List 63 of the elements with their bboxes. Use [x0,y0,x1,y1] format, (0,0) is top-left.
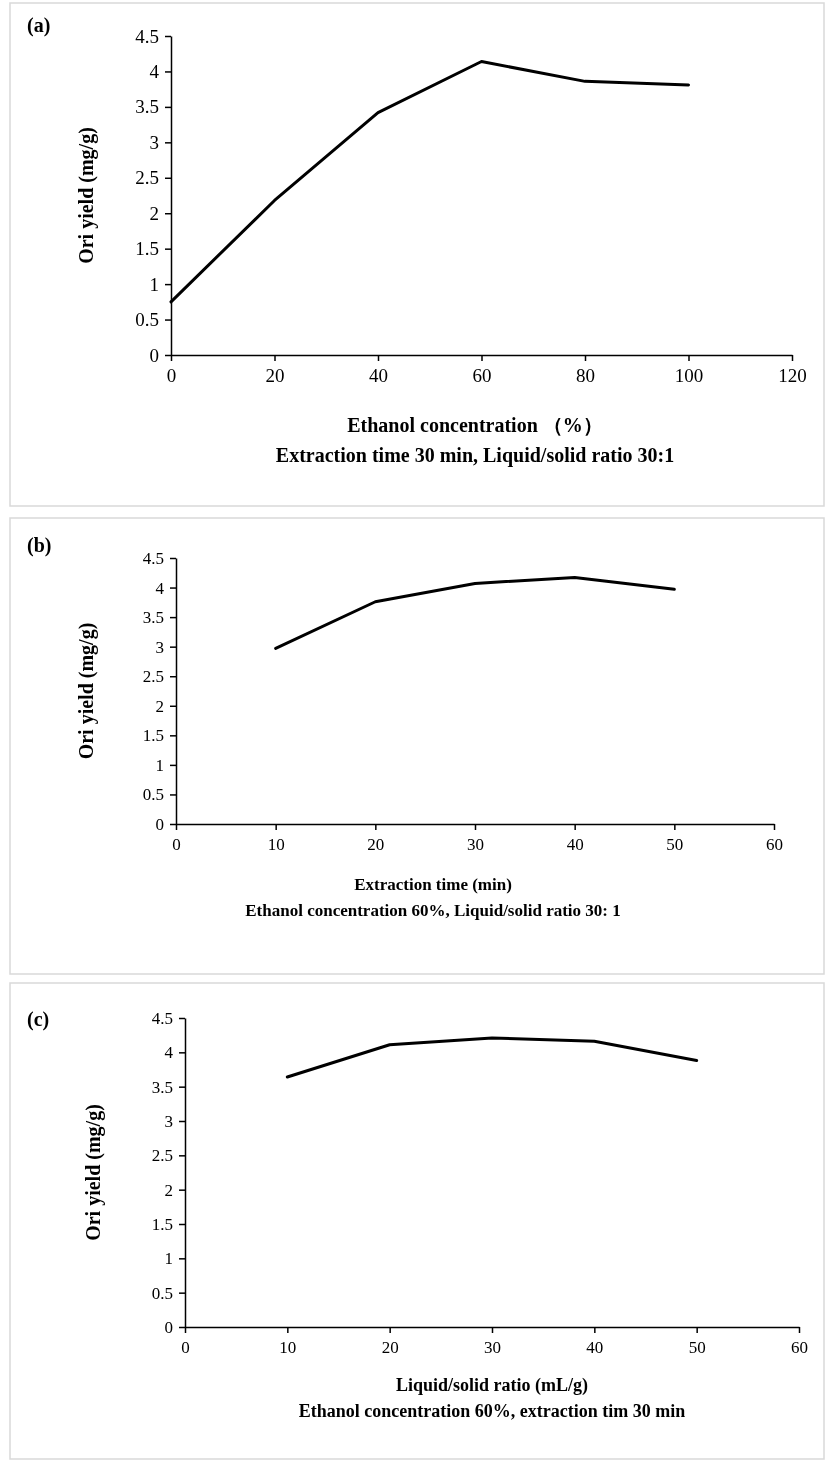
x-axis-title: Extraction time (min) [354,875,512,894]
y-tick-label: 2 [149,202,159,224]
y-tick-label: 1 [149,273,159,295]
y-tick-label: 3 [149,131,159,153]
x-tick-label: 10 [267,835,285,855]
x-tick-label: 20 [265,365,285,387]
y-tick-label: 2.5 [142,667,164,687]
y-tick-label: 0 [164,1317,173,1337]
chart-title: (b) [27,534,52,557]
text: Extraction time 30 min, Liquid/solid ratio 30:1 [275,444,675,467]
y-tick-label: 1 [155,755,164,775]
y-tick-label: 4.5 [142,548,164,568]
x-tick-label: 50 [666,835,684,855]
x-tick-label: 30 [467,835,484,855]
y-axis-title: Ori yield (mg/g) [82,1104,105,1241]
y-axis-title: Ori yield (mg/g) [75,622,98,760]
y-tick-label: 1.5 [151,1214,173,1234]
y-axis-title: Ori yield (mg/g) [75,127,98,264]
x-tick-label: 100 [674,365,704,387]
y-tick-label: 1 [164,1249,173,1269]
x-tick-label: 60 [472,365,492,387]
x-tick-label: 120 [778,365,807,387]
y-tick-label: 1.5 [142,726,164,746]
y-tick-label: 2 [155,696,164,716]
y-tick-label: 2.5 [151,1146,173,1166]
line-series [285,1036,699,1079]
y-tick-label: 1.5 [135,238,159,260]
x-tick-label: 30 [484,1338,501,1358]
x-tick-label: 20 [381,1338,399,1358]
y-tick-label: 3 [155,637,164,657]
y-tick-label: 3.5 [135,96,159,118]
x-tick-label: 20 [367,835,385,855]
x-axis-title: Liquid/solid ratio (mL/g) [395,1375,589,1396]
y-tick-label: 0.5 [135,309,159,331]
y-tick-label: 4 [164,1043,174,1063]
x-tick-label: 40 [586,1338,604,1358]
y-tick-label: 0 [155,814,164,834]
y-tick-label: 3 [164,1111,173,1131]
y-tick-label: 2.5 [135,167,159,189]
y-tick-label: 0.5 [151,1283,173,1303]
line-series [274,576,676,650]
y-tick-label: 4.5 [135,25,159,47]
y-tick-label: 0 [149,344,159,366]
x-tick-label: 80 [576,365,595,387]
x-tick-label: 40 [566,835,584,855]
x-tick-label: 40 [369,365,388,387]
y-tick-label: 4 [149,61,160,83]
x-tick-label: 60 [791,1338,808,1358]
y-tick-label: 4.5 [151,1008,173,1028]
text: Ethanol concentration 60%, Liquid/solid ratio 30: 1 [245,901,621,920]
chart-title: (c) [27,1008,50,1031]
chart-title: (a) [27,14,51,37]
x-tick-label: 50 [688,1338,706,1358]
x-tick-label: 60 [766,835,783,855]
x-tick-label: 10 [279,1338,297,1358]
y-tick-label: 3.5 [151,1077,173,1097]
x-tick-label: 0 [181,1338,190,1358]
y-tick-label: 4 [155,578,165,598]
y-tick-label: 0.5 [142,785,164,805]
text: Ethanol concentration 60%, extraction tim 30 min [298,1401,686,1421]
x-axis-title: Ethanol concentration （%） [347,414,603,436]
y-tick-label: 2 [164,1180,173,1200]
y-tick-label: 3.5 [142,608,164,628]
